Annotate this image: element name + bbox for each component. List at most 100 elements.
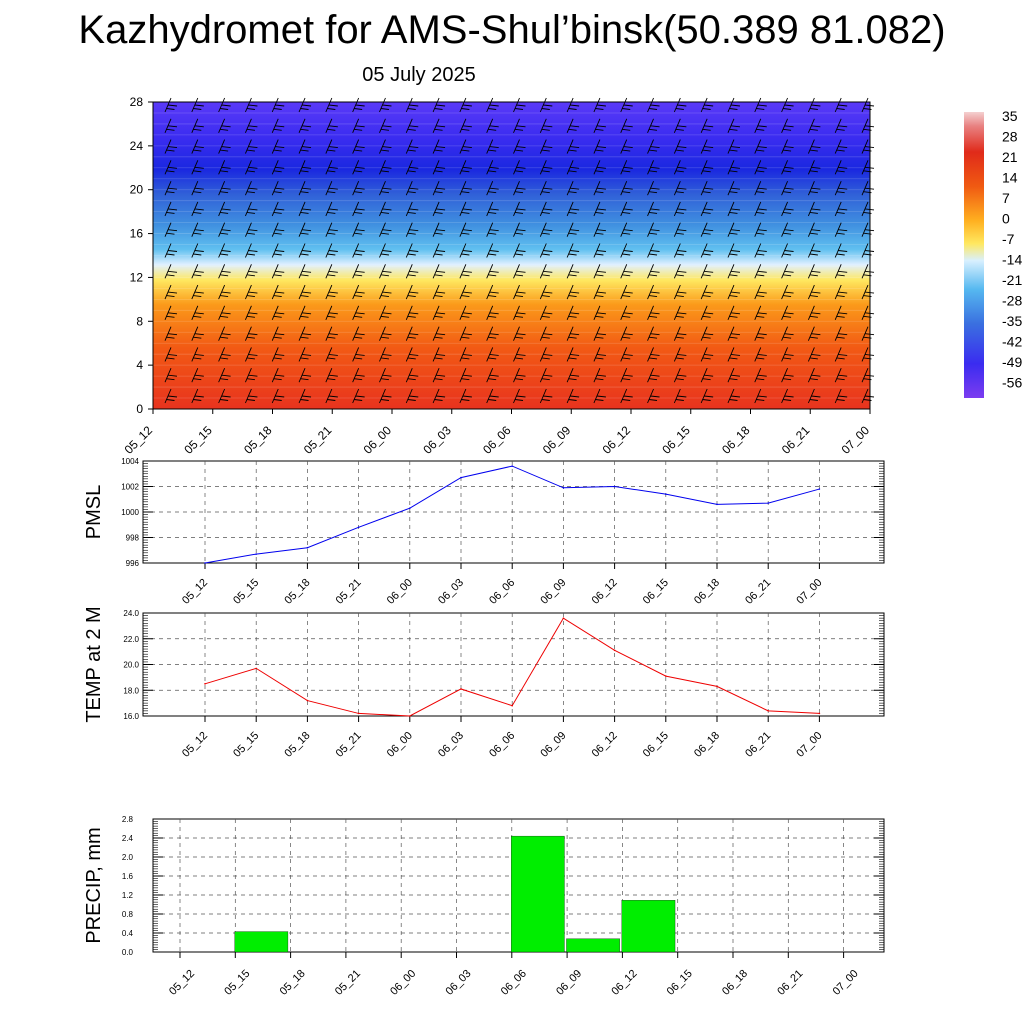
wind-barb [298,118,312,133]
colorbar-label: -49 [1002,354,1022,370]
wind-barb [486,201,499,217]
wind-barb [620,326,633,341]
wind-barb [834,326,848,341]
wind-barb [727,222,741,237]
wind-barb [325,201,338,217]
wind-barb [164,243,178,258]
wind-barb [647,326,660,341]
wind-barb [539,368,553,383]
data-point [204,562,206,564]
wind-barb [325,264,338,279]
wind-barb [298,347,312,362]
wind-barb [459,97,472,113]
data-point [818,488,821,490]
wind-barb [834,160,848,175]
wind-barb [459,305,472,321]
wind-barb [673,160,687,175]
wind-barb [405,118,419,133]
y-tick-label: 996 [126,559,140,568]
wind-barb [593,118,606,133]
wind-barb [298,264,312,279]
wind-barb [432,388,446,404]
data-point [255,667,257,670]
x-tick-label: 05_12 [180,577,210,607]
colorbar: 35 28 21 14 7 0 -7 -14 -21 -28 -35 -42 -49 -56 [964,108,1022,398]
wind-barb [754,118,767,133]
wind-barb [513,264,526,279]
wind-barb [379,368,392,383]
wind-barb [834,97,848,113]
wind-barb [352,368,365,383]
wind-barb [352,160,365,175]
x-tick-label: 06_00 [385,730,415,760]
wind-barb [486,97,499,113]
colorbar-label: 14 [1002,170,1018,186]
data-point [665,493,667,495]
wind-barb [754,305,767,321]
wind-barb [218,222,231,237]
wind-barb [298,388,312,404]
wind-barb [781,118,794,133]
wind-barb [459,243,472,258]
wind-barb [486,118,499,133]
wind-barb [834,243,848,258]
wind-barb [700,243,714,258]
wind-barb [781,243,794,258]
x-tick-label: 06_15 [659,423,693,457]
x-tick-label: 06_00 [385,577,415,607]
wind-barb [486,305,499,321]
x-tick-label: 05_15 [231,730,261,760]
wind-barb [673,139,687,154]
wind-barb [539,305,553,321]
wind-barb [379,180,392,196]
x-tick-label: 06_06 [480,423,514,457]
wind-barb [781,97,794,113]
wind-barb [325,284,338,300]
wind-barb [245,139,258,154]
x-tick-label: 05_18 [241,423,275,457]
wind-barb [325,368,338,383]
data-point [357,526,360,529]
chart-title: Kazhydromet for AMS-Shul’binsk(50.389 81… [78,8,946,52]
wind-barb [432,139,446,154]
wind-barb [432,180,446,196]
wind-barb [620,118,633,133]
wind-barb [191,97,204,113]
wind-barb [754,368,767,383]
wind-barb [727,368,741,383]
wind-barb [754,222,767,237]
wind-barb [379,139,392,154]
wind-barb [700,201,714,217]
wind-barb [566,243,580,258]
wind-barb [325,118,338,133]
wind-barb [459,284,472,300]
wind-barb [218,160,231,175]
wind-barb [191,180,204,196]
colorbar-label: 28 [1002,129,1018,145]
y-tick-label: 16.0 [123,712,139,721]
wind-barb [593,388,606,404]
wind-barb [834,180,848,196]
wind-barb [245,284,258,300]
wind-barb [700,368,714,383]
wind-barb [486,139,499,154]
wind-barb [164,284,178,300]
wind-barb [191,139,204,154]
wind-barb [218,326,231,341]
colorbar-label: 0 [1002,211,1010,227]
colorbar-label: 35 [1002,108,1018,124]
wind-barb [405,201,419,217]
x-tick-label: 06_18 [720,968,750,998]
wind-barb [218,243,231,258]
colorbar-label: -56 [1002,375,1022,391]
wind-barb [807,305,821,321]
wind-barb [379,284,392,300]
wind-barb [727,201,741,217]
wind-barb [245,305,258,321]
wind-barb [164,347,178,362]
wind-barb [352,97,365,113]
wind-barb [191,388,204,404]
wind-barb [245,347,258,362]
wind-barb [754,160,767,175]
